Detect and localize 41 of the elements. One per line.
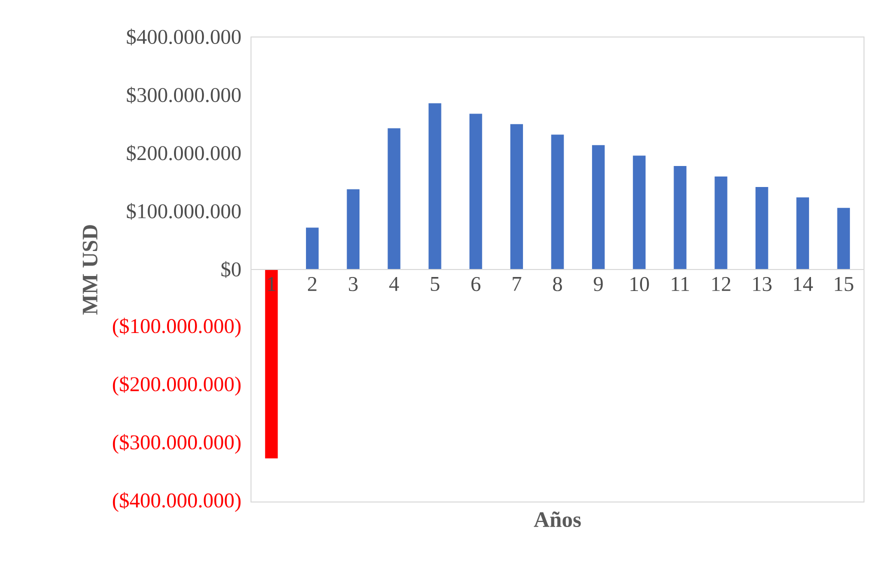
bar xyxy=(632,156,646,270)
bar xyxy=(714,176,728,270)
x-tick-label: 8 xyxy=(553,277,562,292)
bar xyxy=(346,189,360,270)
x-tick-label: 6 xyxy=(471,277,480,292)
y-tick-label: ($300.000.000) xyxy=(112,434,241,454)
bar xyxy=(265,269,278,458)
x-tick-label: 11 xyxy=(672,277,689,291)
y-tick-label: $100.000.000 xyxy=(126,202,241,220)
bar xyxy=(837,208,850,270)
y-tick-label: $400.000.000 xyxy=(126,28,241,46)
y-axis-title: MM USD xyxy=(82,225,98,315)
bar xyxy=(756,186,768,270)
y-tick-label: ($100.000.000) xyxy=(112,318,241,338)
bar xyxy=(674,166,686,270)
bar xyxy=(469,114,482,270)
bar xyxy=(388,128,400,270)
y-tick-label: ($200.000.000) xyxy=(112,376,241,396)
y-tick-label: ($400.000.000) xyxy=(112,492,241,512)
bar xyxy=(796,197,810,270)
x-tick-label: 5 xyxy=(430,277,440,291)
bar xyxy=(551,134,564,270)
bar xyxy=(428,103,442,270)
x-tick-label: 10 xyxy=(630,277,649,292)
x-axis-title: Años xyxy=(534,512,581,528)
x-tick-label: 14 xyxy=(794,277,813,291)
y-tick-label: $300.000.000 xyxy=(126,86,241,104)
bar xyxy=(306,228,319,270)
x-tick-label: 4 xyxy=(389,277,399,291)
x-tick-label: 7 xyxy=(512,277,522,291)
bar xyxy=(592,145,605,270)
x-tick-label: 3 xyxy=(348,277,358,292)
x-tick-label: 15 xyxy=(834,277,854,292)
y-tick-label: $200.000.000 xyxy=(126,144,241,162)
x-tick-label: 12 xyxy=(712,277,730,291)
x-tick-label: 2 xyxy=(308,277,316,291)
x-tick-label: 13 xyxy=(753,277,772,292)
x-tick-label: 9 xyxy=(594,277,603,292)
y-tick-label: $0 xyxy=(221,261,241,278)
bar xyxy=(510,124,523,270)
x-tick-label: 1 xyxy=(268,277,276,291)
